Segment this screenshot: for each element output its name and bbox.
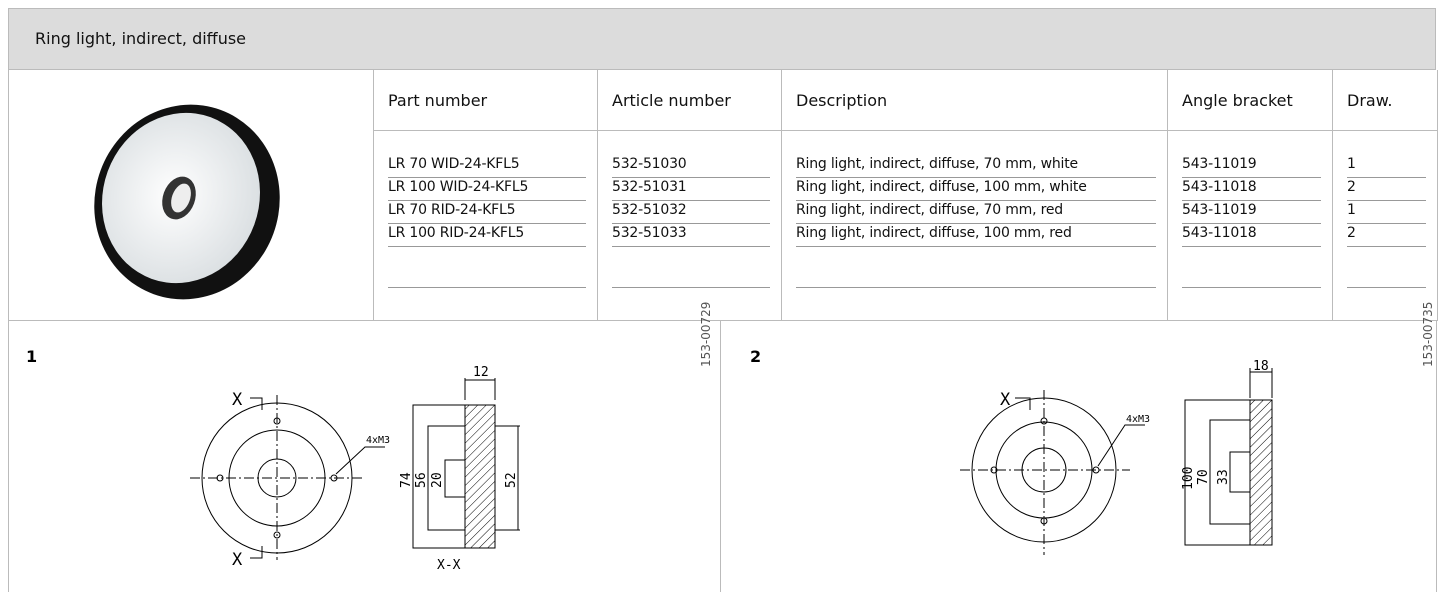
dimension: 100 [1181,467,1196,490]
table-cell: Ring light, indirect, diffuse, 100 mm, w… [796,179,1087,195]
table-cell: Ring light, indirect, diffuse, 70 mm, wh… [796,156,1078,172]
dimension: 70 [1196,469,1211,485]
row-rule [1182,246,1321,247]
body-cell [781,130,1168,321]
row-rule [388,287,586,288]
column-header: Part number [388,91,488,110]
row-rule [1347,200,1426,201]
row-rule [1347,287,1426,288]
table-cell: 532-51031 [612,179,687,195]
dimension: X [1000,390,1011,410]
table-cell: 1 [1347,202,1356,218]
row-rule [796,177,1156,178]
row-rule [612,177,770,178]
drawing-label: 2 [750,347,761,366]
dimension: 33 [1216,469,1231,485]
row-rule [388,246,586,247]
table-cell: 532-51033 [612,225,687,241]
row-rule [388,177,586,178]
row-rule [1347,246,1426,247]
drawing-panel [720,320,1437,592]
body-cell [1332,130,1438,321]
table-cell: LR 70 RID-24-KFL5 [388,202,516,218]
column-header: Description [796,91,888,110]
row-rule [612,246,770,247]
row-rule [388,200,586,201]
dimension: 18 [1253,359,1269,374]
header-cell [373,70,598,131]
dimension: 74 [399,472,414,488]
row-rule [796,200,1156,201]
table-cell: LR 100 WID-24-KFL5 [388,179,529,195]
header-cell [781,70,1168,131]
dimension: X [232,550,243,570]
row-rule [796,287,1156,288]
header-cell [1332,70,1438,131]
table-cell: 543-11019 [1182,156,1257,172]
row-rule [388,223,586,224]
dimension: 20 [430,472,445,488]
row-rule [612,223,770,224]
table-cell: 2 [1347,225,1356,241]
row-rule [796,223,1156,224]
table-cell: Ring light, indirect, diffuse, 100 mm, r… [796,225,1072,241]
row-rule [1347,223,1426,224]
row-rule [1347,177,1426,178]
table-cell: 532-51030 [612,156,687,172]
row-rule [1182,287,1321,288]
dimension: 4xM3 [366,435,390,446]
row-rule [1182,177,1321,178]
drawing-label: 1 [26,347,37,366]
body-cell [1167,130,1333,321]
image-cell [8,70,374,321]
table-cell: 1 [1347,156,1356,172]
drawing-code: 153-00735 [1421,302,1435,367]
body-cell [373,130,598,321]
table-cell: Ring light, indirect, diffuse, 70 mm, re… [796,202,1063,218]
dimension: 4xM3 [1126,414,1150,425]
table-cell: 543-11018 [1182,179,1257,195]
dimension: 12 [473,365,489,380]
table-cell: LR 100 RID-24-KFL5 [388,225,525,241]
dimension: 56 [414,472,429,488]
table-cell: LR 70 WID-24-KFL5 [388,156,520,172]
table-cell: 2 [1347,179,1356,195]
table-cell: 543-11019 [1182,202,1257,218]
row-rule [612,200,770,201]
dimension: X [232,390,243,410]
product-image [94,104,280,300]
drawing-panel [8,320,721,592]
header-cell [1167,70,1333,131]
row-rule [1182,223,1321,224]
header-bar: Ring light, indirect, diffuse [8,8,1436,70]
table-cell: 532-51032 [612,202,687,218]
column-header: Draw. [1347,91,1393,110]
header-cell [597,70,782,131]
header-title: Ring light, indirect, diffuse [35,29,247,48]
row-rule [796,246,1156,247]
body-cell [597,130,782,321]
column-header: Angle bracket [1182,91,1293,110]
dimension: X-X [437,558,461,573]
row-rule [1182,200,1321,201]
dimension: 52 [504,472,519,488]
column-header: Article number [612,91,731,110]
table-cell: 543-11018 [1182,225,1257,241]
drawing-code: 153-00729 [699,302,713,367]
row-rule [612,287,770,288]
